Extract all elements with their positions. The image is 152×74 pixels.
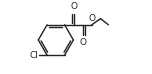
Text: O: O bbox=[88, 14, 95, 23]
Text: O: O bbox=[79, 38, 86, 47]
Text: O: O bbox=[71, 2, 78, 11]
Text: Cl: Cl bbox=[30, 51, 39, 60]
